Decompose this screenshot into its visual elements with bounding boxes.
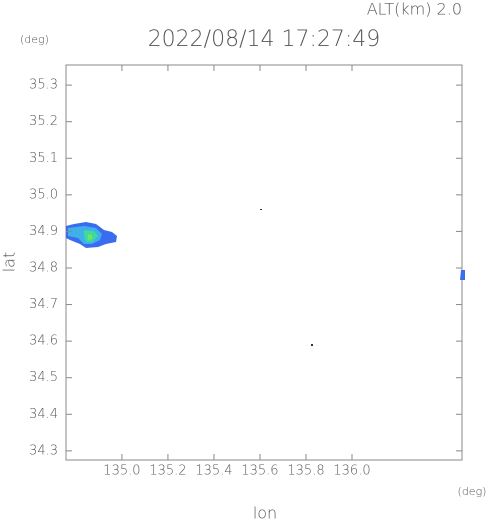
chart-title: 2022/08/14 17:27:49 bbox=[148, 27, 381, 52]
y-tick-label: 34.9 bbox=[29, 224, 58, 239]
x-tick-label: 135.8 bbox=[287, 464, 324, 479]
y-unit: (deg) bbox=[20, 33, 49, 46]
x-unit: (deg) bbox=[458, 485, 487, 498]
y-tick-label: 34.6 bbox=[29, 334, 58, 349]
echo-left bbox=[66, 222, 117, 248]
x-tick-label: 135.2 bbox=[149, 464, 186, 479]
echo-dot bbox=[311, 344, 313, 346]
y-tick-label: 34.7 bbox=[29, 297, 58, 312]
x-tick-label: 135.4 bbox=[195, 464, 232, 479]
y-tick-label: 35.3 bbox=[29, 78, 58, 93]
y-tick-label: 34.8 bbox=[29, 260, 58, 275]
altitude-label: ALT(km) 2.0 bbox=[367, 0, 462, 19]
x-tick-label: 135.6 bbox=[241, 464, 278, 479]
plot-frame bbox=[65, 64, 463, 461]
x-tick-label: 136.0 bbox=[333, 464, 370, 479]
echo-dot bbox=[260, 209, 262, 210]
x-axis-label: lon bbox=[253, 504, 277, 521]
y-tick-label: 34.3 bbox=[29, 443, 58, 458]
y-tick-label: 35.1 bbox=[29, 151, 58, 166]
y-tick-label: 34.5 bbox=[29, 370, 58, 385]
y-tick-label: 35.2 bbox=[29, 114, 58, 129]
y-tick-label: 35.0 bbox=[29, 187, 58, 202]
y-axis-label: lat bbox=[0, 252, 19, 273]
echo-right bbox=[460, 270, 465, 280]
y-tick-label: 34.4 bbox=[29, 407, 58, 422]
x-tick-label: 135.0 bbox=[103, 464, 140, 479]
